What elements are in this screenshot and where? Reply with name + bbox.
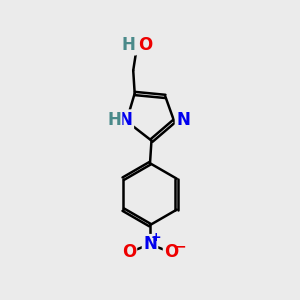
Text: −: −	[175, 239, 186, 253]
Text: +: +	[151, 231, 161, 244]
Text: H: H	[122, 36, 136, 54]
Text: O: O	[164, 244, 178, 262]
Text: O: O	[122, 244, 136, 262]
Text: N: N	[119, 111, 133, 129]
Text: O: O	[138, 36, 152, 54]
Text: N: N	[143, 235, 157, 253]
Text: H: H	[107, 111, 121, 129]
Text: N: N	[176, 111, 190, 129]
